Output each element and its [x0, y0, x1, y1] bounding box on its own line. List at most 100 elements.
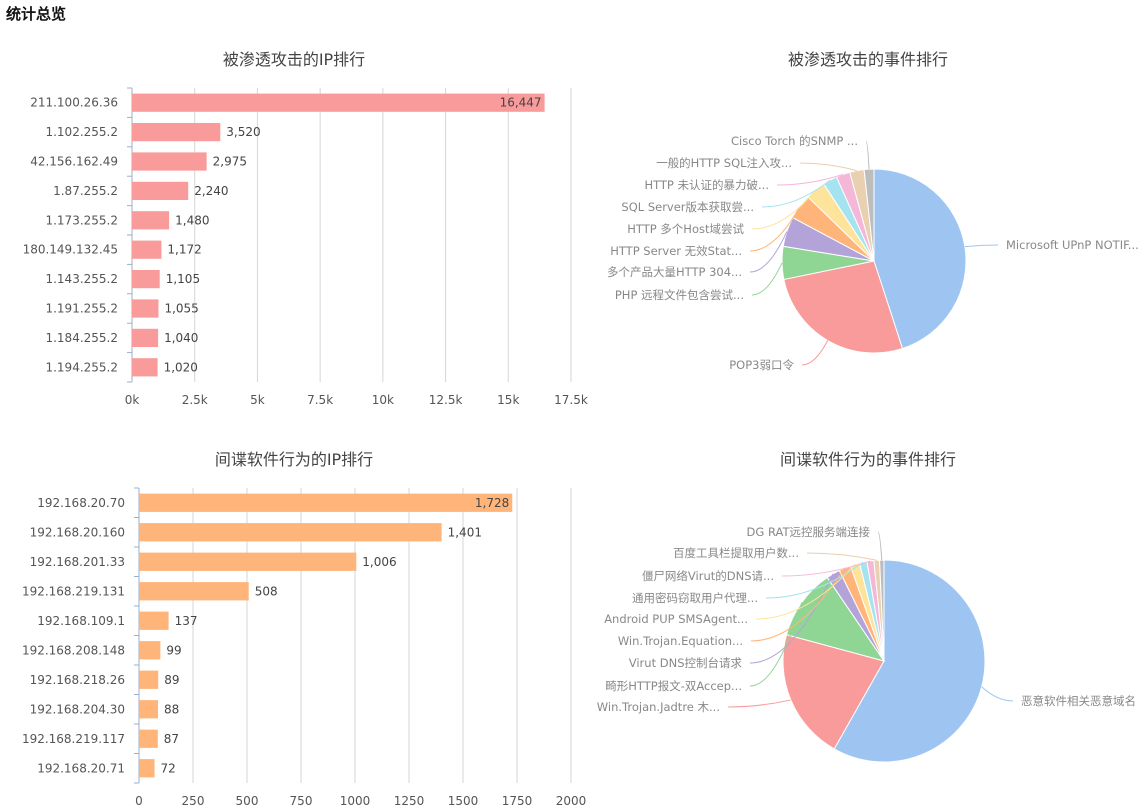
data-label: 137	[175, 614, 198, 628]
bar	[139, 493, 513, 512]
data-label: 508	[255, 584, 278, 598]
pie-slice	[873, 168, 967, 350]
leader-line	[727, 699, 791, 708]
data-label: 72	[161, 761, 176, 775]
x-tick-label: 0k	[125, 393, 140, 407]
leader-line	[801, 340, 829, 366]
data-label: 87	[164, 732, 179, 746]
bar	[132, 152, 207, 171]
data-label: 1,401	[448, 525, 482, 539]
x-tick-label: 7.5k	[307, 393, 333, 407]
chart-title: 间谍软件行为的IP排行	[215, 450, 373, 469]
bar	[132, 358, 158, 377]
leader-line	[749, 206, 801, 252]
chart-spyware-ip-ranking: 间谍软件行为的IP排行 0 250 500 750 1000 1250 1500 1750 200…	[22, 450, 586, 808]
leader-line	[761, 179, 831, 208]
slice-label: 僵尸网络Virut的DNS请...	[642, 569, 774, 583]
category-label: 180.149.132.45	[23, 243, 118, 257]
slice-label: Win.Trojan.Equation...	[618, 634, 743, 648]
x-tick-label: 1000	[340, 794, 371, 808]
data-label: 1,172	[167, 243, 201, 257]
x-tick-label: 12.5k	[429, 393, 463, 407]
category-label: 192.168.219.131	[22, 584, 125, 598]
bar	[132, 93, 545, 112]
category-label: 1.143.255.2	[45, 272, 118, 286]
data-label: 3,520	[226, 125, 260, 139]
leader-line	[750, 567, 846, 642]
slice-label: 恶意软件相关恶意域名	[1021, 694, 1136, 708]
category-label: 192.168.204.30	[30, 702, 125, 716]
data-label: 99	[166, 643, 181, 657]
slice-label: 通用密码窃取用户代理...	[632, 591, 758, 605]
category-label: 1.184.255.2	[45, 331, 118, 345]
bar	[139, 641, 161, 660]
data-label: 1,480	[175, 213, 209, 227]
data-label: 2,240	[194, 184, 228, 198]
leader-line	[751, 262, 783, 296]
category-label: 192.168.20.71	[37, 761, 125, 775]
category-label: 1.194.255.2	[45, 360, 118, 374]
x-tick-label: 5k	[250, 393, 265, 407]
leader-line	[806, 552, 877, 561]
leader-line	[749, 231, 788, 273]
category-label: 192.168.201.33	[30, 555, 125, 569]
leader-line	[749, 573, 834, 664]
slice-label: POP3弱口令	[729, 358, 794, 372]
bar	[139, 700, 159, 719]
x-tick-label: 750	[290, 794, 313, 808]
x-tick-label: 1500	[448, 794, 479, 808]
x-tick-label: 17.5k	[554, 393, 588, 407]
leader-line	[751, 189, 816, 230]
slice-label: Virut DNS控制台请求	[629, 656, 743, 670]
bar	[132, 328, 159, 348]
bar	[132, 181, 189, 201]
data-label: 1,006	[362, 555, 396, 569]
leader-line	[749, 602, 803, 687]
bar	[132, 269, 160, 289]
leader-line	[865, 140, 870, 170]
x-tick-label: 250	[182, 794, 205, 808]
slice-label: SQL Server版本获取尝...	[621, 200, 754, 214]
data-label: 1,020	[164, 360, 198, 374]
slice-label: 一般的HTTP SQL注入攻...	[656, 156, 792, 170]
slice-label: 多个产品大量HTTP 304...	[607, 265, 742, 279]
slice-label: 百度工具栏提取用户数...	[673, 546, 799, 560]
bar	[139, 582, 249, 601]
category-label: 1.87.255.2	[53, 184, 118, 198]
bar	[132, 299, 159, 318]
slice-label: PHP 远程文件包含尝试...	[615, 288, 744, 302]
bar	[139, 670, 159, 689]
slice-label: 畸形HTTP报文-双Accep...	[605, 679, 742, 693]
pie-slice	[833, 559, 986, 763]
category-label: 192.168.218.26	[30, 673, 125, 687]
x-tick-label: 1250	[394, 794, 425, 808]
bar	[139, 523, 442, 542]
bar	[139, 552, 357, 571]
bar	[132, 122, 221, 142]
page-title: 统计总览	[6, 5, 67, 23]
leader-line	[781, 560, 871, 577]
data-label: 2,975	[213, 155, 247, 169]
category-label: 192.168.208.148	[22, 643, 125, 657]
category-label: 192.168.20.160	[30, 525, 125, 539]
leader-line	[776, 173, 844, 186]
data-label: 16,447	[500, 96, 542, 110]
category-label: 211.100.26.36	[30, 96, 118, 110]
slice-label: Cisco Torch 的SNMP ...	[731, 134, 858, 148]
pie-slice	[879, 559, 885, 662]
data-label: 88	[164, 702, 179, 716]
category-label: 192.168.219.117	[22, 732, 125, 746]
data-label: 1,040	[164, 331, 198, 345]
category-label: 192.168.20.70	[37, 496, 125, 510]
data-label: 1,055	[164, 302, 198, 316]
slice-label: Android PUP SMSAgent...	[604, 612, 748, 626]
data-label: 1,728	[475, 496, 509, 510]
leader-line	[964, 244, 999, 248]
bar	[132, 211, 170, 230]
leader-line	[799, 162, 857, 172]
x-tick-label: 1750	[502, 794, 533, 808]
x-tick-label: 2.5k	[182, 393, 208, 407]
slice-label: HTTP 多个Host域尝试	[627, 222, 744, 236]
